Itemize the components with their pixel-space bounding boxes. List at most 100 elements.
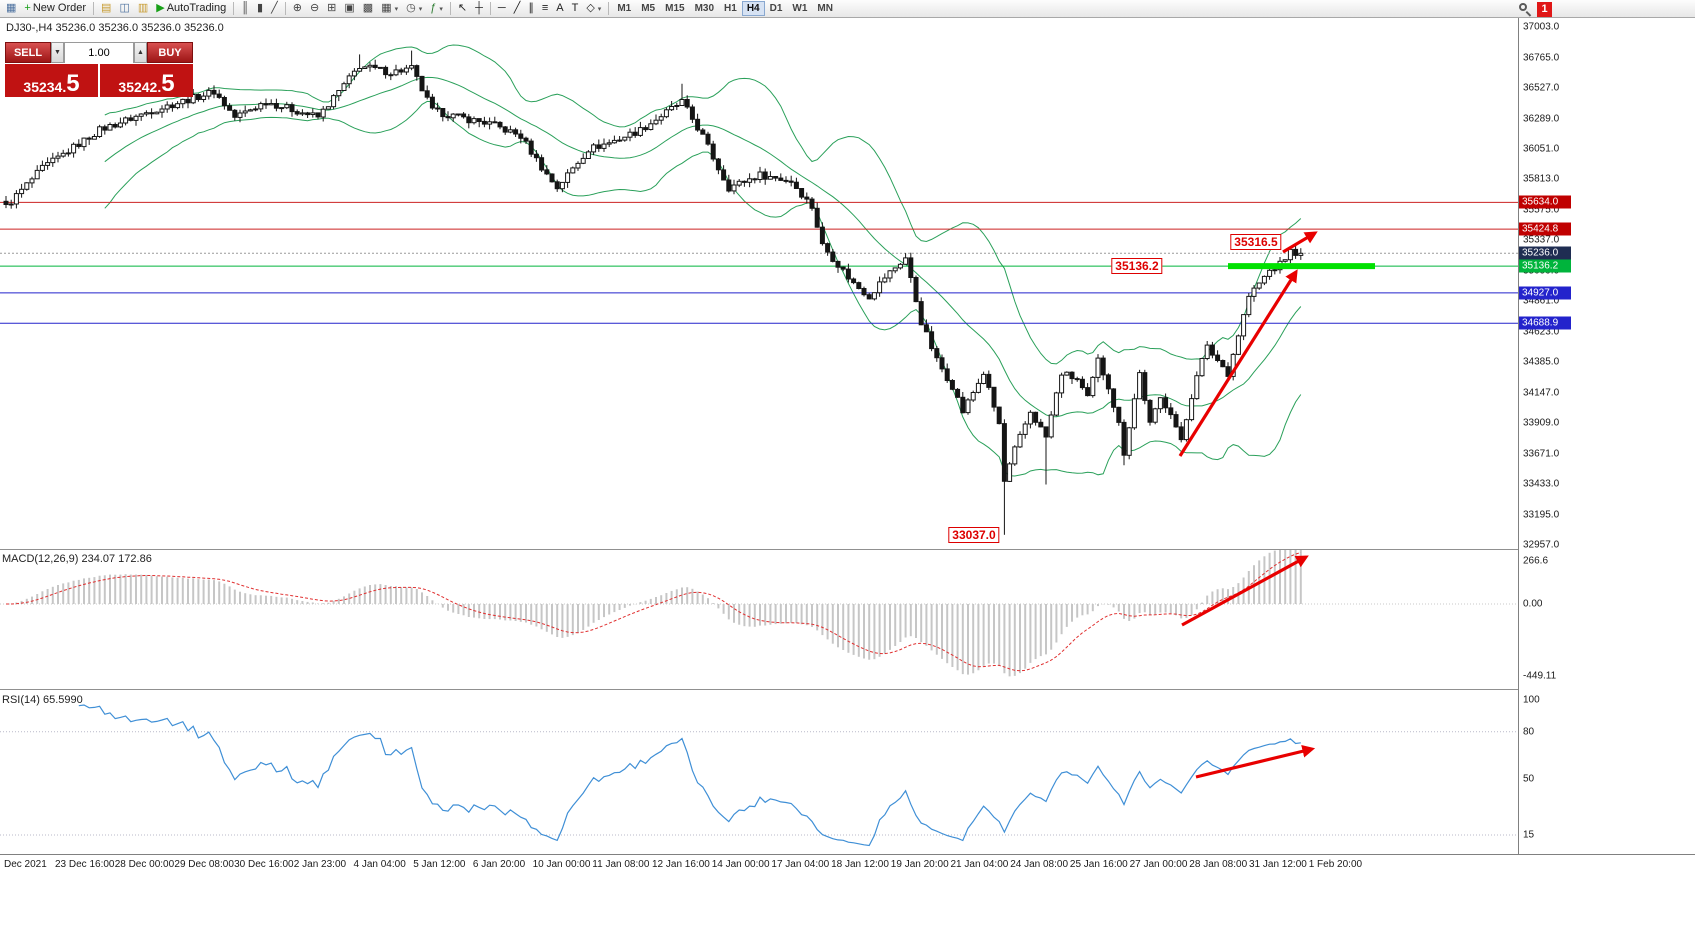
auto-arrange-button[interactable]: ▣ bbox=[340, 1, 358, 16]
timeframe-mn-button[interactable]: MN bbox=[812, 1, 838, 16]
volume-input[interactable] bbox=[65, 43, 133, 63]
zoom-out-button[interactable]: ⊖ bbox=[306, 1, 323, 16]
cascade-windows-button[interactable]: ▩ bbox=[359, 1, 377, 16]
time-axis-label: 4 Jan 04:00 bbox=[353, 859, 406, 870]
rsi-label: RSI(14) 65.5990 bbox=[2, 694, 83, 706]
time-axis-label: 1 Feb 20:00 bbox=[1308, 859, 1363, 870]
notification-badge[interactable]: 1 bbox=[1537, 1, 1552, 17]
timeframe-m1-button[interactable]: M1 bbox=[612, 1, 636, 16]
navigator-button[interactable]: ▥ bbox=[134, 1, 152, 16]
buy-price-frac: 5 bbox=[161, 70, 175, 97]
search-handle bbox=[1525, 11, 1532, 17]
time-axis-label: 17 Jan 04:00 bbox=[771, 859, 830, 870]
bar-chart-mode-button[interactable]: ║ bbox=[237, 1, 253, 16]
autotrading-label: AutoTrading bbox=[166, 2, 227, 14]
price-axis-tick: 36765.0 bbox=[1523, 52, 1560, 64]
time-axis-label: 25 Jan 16:00 bbox=[1069, 859, 1128, 870]
pane-separator[interactable] bbox=[0, 549, 1695, 550]
time-axis-label: 29 Dec 08:00 bbox=[174, 859, 234, 870]
pane-separator[interactable] bbox=[0, 689, 1695, 690]
timeframe-m15-button[interactable]: M15 bbox=[660, 1, 689, 16]
rsi-axis-tick: 50 bbox=[1523, 773, 1535, 785]
macd-label: MACD(12,26,9) 234.07 172.86 bbox=[2, 553, 152, 565]
time-axis-label: 6 Jan 20:00 bbox=[472, 859, 526, 870]
volume-increase-button[interactable]: ▲ bbox=[134, 42, 147, 63]
search-icon[interactable] bbox=[1518, 2, 1532, 17]
period-button[interactable]: ◷ ▾ bbox=[402, 1, 426, 16]
price-annotation[interactable]: 35316.5 bbox=[1230, 234, 1282, 250]
timeframe-d1-button[interactable]: D1 bbox=[765, 1, 788, 16]
cascade-windows-icon: ▩ bbox=[362, 2, 374, 14]
crosshair-button[interactable]: ┼ bbox=[471, 1, 487, 16]
data-window-icon: ◫ bbox=[119, 2, 130, 14]
market-watch-button[interactable]: ▤ bbox=[97, 1, 115, 16]
macd-axis-tick: -449.11 bbox=[1523, 670, 1557, 682]
text-tool-icon: A bbox=[556, 2, 564, 14]
tile-windows-icon: ⊞ bbox=[327, 2, 337, 14]
horizontal-line-tool-icon: ─ bbox=[497, 2, 506, 14]
line-chart-mode-button[interactable]: ╱ bbox=[267, 1, 282, 16]
macd-histogram bbox=[10, 550, 1302, 677]
buy-button[interactable]: BUY bbox=[147, 42, 193, 63]
price-axis-tick: 36051.0 bbox=[1523, 143, 1560, 155]
sell-price[interactable]: 35234. 5 bbox=[5, 64, 98, 97]
label-tool-icon: T bbox=[571, 2, 579, 14]
price-axis-badge: 35236.0 bbox=[1519, 246, 1571, 260]
toolbar-separator bbox=[233, 2, 235, 15]
auto-arrange-icon: ▣ bbox=[344, 2, 355, 14]
timeframe-w1-button[interactable]: W1 bbox=[787, 1, 812, 16]
autotrading-icon: ▶ bbox=[156, 2, 165, 14]
price-axis-tick: 35575.0 bbox=[1523, 204, 1560, 216]
zoom-in-button[interactable]: ⊕ bbox=[289, 1, 306, 16]
trend-arrow[interactable] bbox=[1282, 231, 1318, 254]
time-axis-label: 18 Jan 12:00 bbox=[831, 859, 889, 870]
shapes-tool-button[interactable]: ◇ ▾ bbox=[582, 1, 605, 16]
text-tool-button[interactable]: A bbox=[552, 1, 567, 16]
channel-tool-button[interactable]: ∥ bbox=[524, 1, 538, 16]
timeframe-h1-button[interactable]: H1 bbox=[719, 1, 742, 16]
sell-button[interactable]: SELL bbox=[5, 42, 51, 63]
time-axis-label: 10 Jan 00:00 bbox=[532, 859, 591, 870]
rsi-pane[interactable] bbox=[0, 690, 1518, 854]
trend-arrow[interactable] bbox=[1178, 269, 1298, 457]
macd-trend-arrow[interactable] bbox=[1181, 555, 1309, 627]
volume-decrease-button[interactable]: ▼ bbox=[51, 42, 64, 63]
chevron-down-icon: ▾ bbox=[597, 5, 602, 13]
horizontal-line-tool-button[interactable]: ─ bbox=[494, 1, 510, 16]
timeframe-m30-button[interactable]: M30 bbox=[690, 1, 719, 16]
one-click-trading: SELL ▼ ▲ BUY 35234.5 35242.5 bbox=[5, 42, 193, 97]
autotrading-button[interactable]: ▶ AutoTrading bbox=[152, 1, 230, 16]
symbol-ohlc: DJ30-,H4 35236.0 35236.0 35236.0 35236.0 bbox=[6, 22, 224, 34]
toolbar-separator bbox=[93, 2, 95, 15]
fibonacci-tool-button[interactable]: ≡ bbox=[538, 1, 552, 16]
timeframe-m5-button[interactable]: M5 bbox=[636, 1, 660, 16]
bollinger-middle-band bbox=[104, 76, 1302, 418]
chart-window-button[interactable]: ▦ bbox=[2, 1, 20, 16]
buy-price[interactable]: 35242. 5 bbox=[100, 64, 193, 97]
candlestick-mode-button[interactable]: ▮ bbox=[253, 1, 267, 16]
main-chart[interactable] bbox=[0, 18, 1518, 549]
channel-tool-icon: ∥ bbox=[528, 2, 534, 14]
period-icon: ◷ bbox=[406, 2, 416, 14]
market-watch-icon: ▤ bbox=[101, 2, 112, 14]
new-order-icon: + bbox=[24, 2, 31, 14]
price-axis-tick: 36289.0 bbox=[1523, 113, 1560, 125]
rsi-trend-arrow[interactable] bbox=[1195, 745, 1316, 779]
time-axis: Dec 2021 23 Dec 16:00 28 Dec 00:00 29 Dec 0… bbox=[0, 854, 1695, 876]
data-window-button[interactable]: ◫ bbox=[115, 1, 133, 16]
new-order-button[interactable]: + New Order bbox=[20, 1, 90, 16]
trendline-tool-button[interactable]: ╱ bbox=[510, 1, 525, 16]
label-tool-button[interactable]: T bbox=[568, 1, 583, 16]
price-annotation[interactable]: 33037.0 bbox=[948, 527, 1000, 543]
price-annotation[interactable]: 35136.2 bbox=[1111, 258, 1163, 274]
toolbar-separator bbox=[284, 2, 286, 15]
search-lens bbox=[1519, 3, 1527, 11]
new-chart-button[interactable]: ▦ ▾ bbox=[377, 1, 402, 16]
macd-pane[interactable] bbox=[0, 550, 1518, 689]
price-axis-tick: 33909.0 bbox=[1523, 417, 1560, 429]
time-axis-label: 14 Jan 00:00 bbox=[711, 859, 770, 870]
timeframe-h4-button[interactable]: H4 bbox=[741, 1, 765, 16]
indicators-button[interactable]: ƒ ▾ bbox=[426, 1, 447, 16]
cursor-button[interactable]: ↖ bbox=[454, 1, 471, 16]
tile-windows-button[interactable]: ⊞ bbox=[323, 1, 340, 16]
